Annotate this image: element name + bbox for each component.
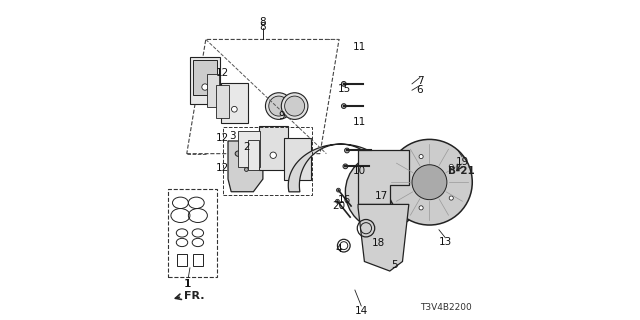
- Text: 20: 20: [332, 201, 345, 211]
- Text: 4: 4: [336, 244, 342, 254]
- Text: 15: 15: [338, 84, 351, 94]
- Text: 1: 1: [185, 279, 191, 289]
- Ellipse shape: [388, 166, 394, 172]
- Text: 6: 6: [417, 85, 423, 95]
- Ellipse shape: [419, 155, 423, 159]
- Text: FR.: FR.: [184, 292, 204, 301]
- FancyBboxPatch shape: [207, 74, 219, 107]
- Bar: [193, 253, 203, 266]
- FancyBboxPatch shape: [216, 85, 228, 118]
- Ellipse shape: [387, 140, 472, 225]
- Ellipse shape: [419, 206, 423, 210]
- Text: 13: 13: [438, 237, 452, 247]
- Ellipse shape: [269, 96, 289, 116]
- FancyBboxPatch shape: [190, 57, 220, 105]
- Ellipse shape: [388, 212, 394, 217]
- Ellipse shape: [341, 104, 346, 108]
- Ellipse shape: [401, 180, 404, 184]
- Ellipse shape: [295, 164, 301, 169]
- Ellipse shape: [412, 165, 447, 200]
- Text: 12: 12: [216, 163, 230, 173]
- Ellipse shape: [285, 96, 305, 116]
- Ellipse shape: [404, 189, 410, 195]
- Ellipse shape: [232, 106, 237, 112]
- Text: 19: 19: [456, 156, 468, 167]
- Ellipse shape: [343, 164, 348, 169]
- Ellipse shape: [335, 199, 339, 203]
- Text: 11: 11: [353, 117, 366, 127]
- Ellipse shape: [449, 164, 453, 168]
- Ellipse shape: [282, 93, 308, 119]
- Ellipse shape: [346, 154, 422, 230]
- Ellipse shape: [344, 148, 349, 153]
- Text: 16: 16: [338, 195, 351, 205]
- Ellipse shape: [449, 196, 453, 200]
- FancyBboxPatch shape: [259, 126, 287, 171]
- Ellipse shape: [362, 175, 367, 180]
- Ellipse shape: [337, 188, 340, 192]
- Ellipse shape: [362, 203, 367, 209]
- FancyBboxPatch shape: [239, 131, 260, 167]
- Text: 9: 9: [278, 111, 285, 121]
- Text: 7: 7: [417, 76, 423, 86]
- Text: 11: 11: [353, 42, 366, 52]
- Text: 5: 5: [391, 260, 398, 270]
- Polygon shape: [358, 150, 409, 204]
- Text: 14: 14: [355, 306, 368, 316]
- Ellipse shape: [266, 93, 292, 119]
- Text: 12: 12: [216, 68, 230, 78]
- Text: B-21: B-21: [448, 166, 474, 176]
- FancyBboxPatch shape: [193, 60, 217, 95]
- Polygon shape: [358, 204, 409, 271]
- FancyBboxPatch shape: [284, 139, 312, 180]
- Text: 1: 1: [184, 279, 190, 289]
- Bar: [177, 253, 187, 266]
- Polygon shape: [288, 144, 387, 192]
- Text: 10: 10: [353, 166, 366, 176]
- Ellipse shape: [244, 168, 248, 172]
- Text: 8: 8: [260, 22, 266, 32]
- Text: 18: 18: [372, 238, 385, 248]
- FancyBboxPatch shape: [248, 140, 259, 170]
- Text: 8: 8: [260, 17, 266, 27]
- Text: 2: 2: [243, 142, 250, 152]
- Ellipse shape: [235, 151, 243, 156]
- Text: T3V4B2200: T3V4B2200: [420, 303, 472, 312]
- Ellipse shape: [202, 84, 208, 90]
- FancyBboxPatch shape: [221, 83, 248, 123]
- Ellipse shape: [341, 82, 346, 86]
- Text: 3: 3: [230, 131, 236, 141]
- Ellipse shape: [270, 152, 276, 158]
- Text: 17: 17: [374, 191, 388, 202]
- Polygon shape: [228, 141, 263, 192]
- Text: 12: 12: [216, 133, 230, 143]
- Ellipse shape: [377, 185, 390, 198]
